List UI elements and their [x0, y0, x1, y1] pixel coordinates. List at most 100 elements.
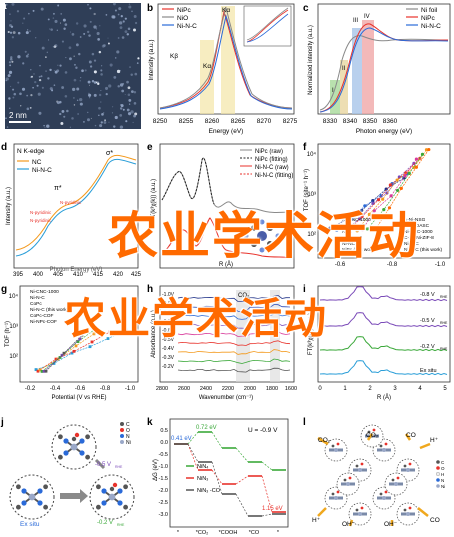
atom-label: Ni [126, 440, 131, 446]
atom-dot [96, 31, 100, 36]
carbon-atom [379, 444, 383, 448]
nitrogen-atom [101, 500, 107, 506]
atom-dot [7, 74, 11, 78]
carbon-atom [123, 484, 128, 490]
atom-dot [16, 10, 20, 13]
structure-circle [51, 424, 97, 470]
atom-dot [59, 112, 62, 116]
atom-dot [127, 93, 131, 97]
carbon-atom [43, 504, 48, 510]
atom-dot [98, 114, 100, 117]
atom-dot [75, 43, 79, 47]
atom-dot [119, 26, 123, 29]
atom-dot [59, 64, 62, 67]
data-point [382, 208, 386, 212]
y-tick-label: 10² [9, 354, 18, 360]
carbon-atom [16, 504, 21, 510]
potential-label: -0.2 V [97, 520, 113, 526]
carbon-atom [379, 492, 383, 496]
atom-dot [100, 69, 103, 72]
barrier-label: 1.15 eV [262, 506, 283, 512]
legend-label: Ni-N-C (this work) [30, 307, 69, 313]
curve-label: Ex situ [420, 368, 437, 374]
atom-dot [8, 70, 13, 75]
n-type-label: N-pyridinic [30, 218, 52, 223]
atom-dot [46, 124, 50, 128]
barrier-label: 0.72 eV [196, 425, 217, 431]
data-point [106, 337, 110, 340]
molecule-icon [243, 219, 281, 253]
molecules [16, 432, 128, 510]
atom-dot [25, 54, 29, 58]
atom-dot [75, 66, 78, 69]
atom-dot [53, 70, 55, 72]
atom-dot [133, 91, 137, 94]
arrow [419, 442, 431, 450]
atom-dot [71, 117, 74, 120]
potential-label: -0.7V [162, 319, 175, 325]
legend-label: NiPc [421, 15, 435, 22]
atom-dot [73, 55, 75, 57]
atom-legend: C O N Ni [120, 422, 131, 446]
atom-dot [5, 3, 8, 6]
atom-dot [10, 20, 12, 22]
atom-dot [117, 85, 120, 88]
atom-dot [60, 12, 63, 15]
atom-dot [22, 22, 24, 24]
data-point [52, 362, 56, 365]
subscript-label: RHE [440, 321, 448, 325]
panel-j: j Ex situ -0.5 V RHE -0.2 V RHE C O N Ni [0, 417, 135, 528]
nickel-atom [28, 493, 36, 501]
species-label: CO₂ [318, 437, 331, 444]
data-point [346, 229, 351, 233]
inset-curve [246, 9, 289, 43]
oxygen-atom [372, 428, 376, 432]
atom-dot [127, 112, 132, 116]
plot-title: N K-edge [17, 148, 45, 155]
atom-dot [45, 56, 47, 58]
nitrogen-atom [21, 488, 27, 494]
atom-dot [53, 12, 55, 15]
inset-curve [246, 13, 289, 43]
species-labels: CO₂ CO₂ CO H⁺ H⁺ OH⁻ OH⁻ CO [312, 432, 440, 528]
connector [261, 475, 273, 513]
arrow [317, 436, 329, 446]
series-line [362, 158, 417, 230]
data-point [108, 330, 112, 334]
atom-label: O [441, 466, 445, 471]
ir-spectrum [177, 322, 290, 329]
x-tick-label: 2200 [222, 386, 234, 392]
atom-dot [88, 92, 90, 95]
y-tick-label: 10² [307, 232, 316, 238]
atom-dot [61, 109, 65, 113]
plot-frame [19, 285, 139, 383]
potential-title: U = -0.9 V [248, 427, 278, 434]
nc-curve [15, 154, 137, 251]
atom-dot [89, 20, 92, 23]
carbon-atom [123, 504, 128, 510]
potential-label: -0.5V [162, 337, 175, 343]
atom-dot [62, 18, 66, 22]
atom-dot [132, 121, 134, 123]
atom-dot [17, 81, 20, 84]
co2-label: CO₂ [238, 293, 250, 299]
atom-dot [88, 34, 91, 37]
atom-dot [10, 25, 14, 28]
atom-label: Ni [441, 484, 445, 489]
atom-dot [26, 107, 30, 111]
connector [187, 431, 199, 445]
atom-dot [98, 106, 101, 110]
data-point [404, 171, 408, 175]
data-point [90, 340, 94, 344]
arrow-diag [94, 458, 106, 470]
species-label: CO₂ [366, 432, 379, 439]
x-tick-label: 8350 [363, 118, 378, 125]
atom-dot [100, 101, 102, 103]
atom-dot [12, 96, 15, 99]
data-point [388, 183, 392, 187]
x-tick-label: 1600 [285, 386, 297, 392]
x-tick-label: -1.0 [435, 262, 446, 268]
oxygen-atom [336, 490, 340, 494]
ir-spectrum [177, 367, 291, 373]
carbon-atom [16, 484, 21, 490]
